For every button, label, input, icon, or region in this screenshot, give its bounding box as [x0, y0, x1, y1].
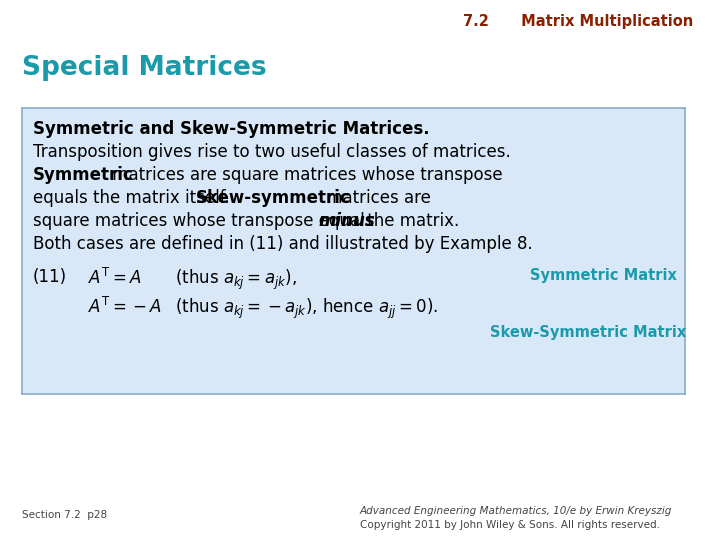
Text: matrices are square matrices whose transpose: matrices are square matrices whose trans…: [107, 166, 503, 184]
Text: Transposition gives rise to two useful classes of matrices.: Transposition gives rise to two useful c…: [33, 143, 510, 161]
Text: 7.2: 7.2: [463, 14, 489, 29]
Text: (11): (11): [33, 268, 67, 286]
Text: Special Matrices: Special Matrices: [22, 55, 266, 81]
Text: Section 7.2  p28: Section 7.2 p28: [22, 510, 107, 520]
Text: $A^\mathsf{T} = -A$: $A^\mathsf{T} = -A$: [88, 297, 162, 317]
Text: (thus $a_{kj} = -a_{jk}$), hence $a_{jj} = 0$).: (thus $a_{kj} = -a_{jk}$), hence $a_{jj}…: [175, 297, 438, 321]
Text: Advanced Engineering Mathematics, 10/e by Erwin Kreyszig: Advanced Engineering Mathematics, 10/e b…: [360, 506, 672, 516]
Text: Skew-Symmetric Matrix: Skew-Symmetric Matrix: [490, 325, 686, 340]
Text: (thus $a_{kj} = a_{jk}$),: (thus $a_{kj} = a_{jk}$),: [175, 268, 297, 292]
Text: equals the matrix itself.: equals the matrix itself.: [33, 189, 235, 207]
Text: Matrix Multiplication: Matrix Multiplication: [516, 14, 693, 29]
Text: square matrices whose transpose equals: square matrices whose transpose equals: [33, 212, 379, 230]
Text: Copyright 2011 by John Wiley & Sons. All rights reserved.: Copyright 2011 by John Wiley & Sons. All…: [360, 520, 660, 530]
Text: Symmetric: Symmetric: [33, 166, 134, 184]
Text: Symmetric Matrix: Symmetric Matrix: [530, 268, 677, 283]
Text: Skew-symmetric: Skew-symmetric: [196, 189, 351, 207]
Text: Both cases are defined in (11) and illustrated by Example 8.: Both cases are defined in (11) and illus…: [33, 235, 533, 253]
Text: Symmetric and Skew-Symmetric Matrices.: Symmetric and Skew-Symmetric Matrices.: [33, 120, 430, 138]
Text: $A^\mathsf{T} = A$: $A^\mathsf{T} = A$: [88, 268, 142, 288]
Text: minus: minus: [318, 212, 374, 230]
Text: the matrix.: the matrix.: [362, 212, 459, 230]
Text: matrices are: matrices are: [321, 189, 431, 207]
